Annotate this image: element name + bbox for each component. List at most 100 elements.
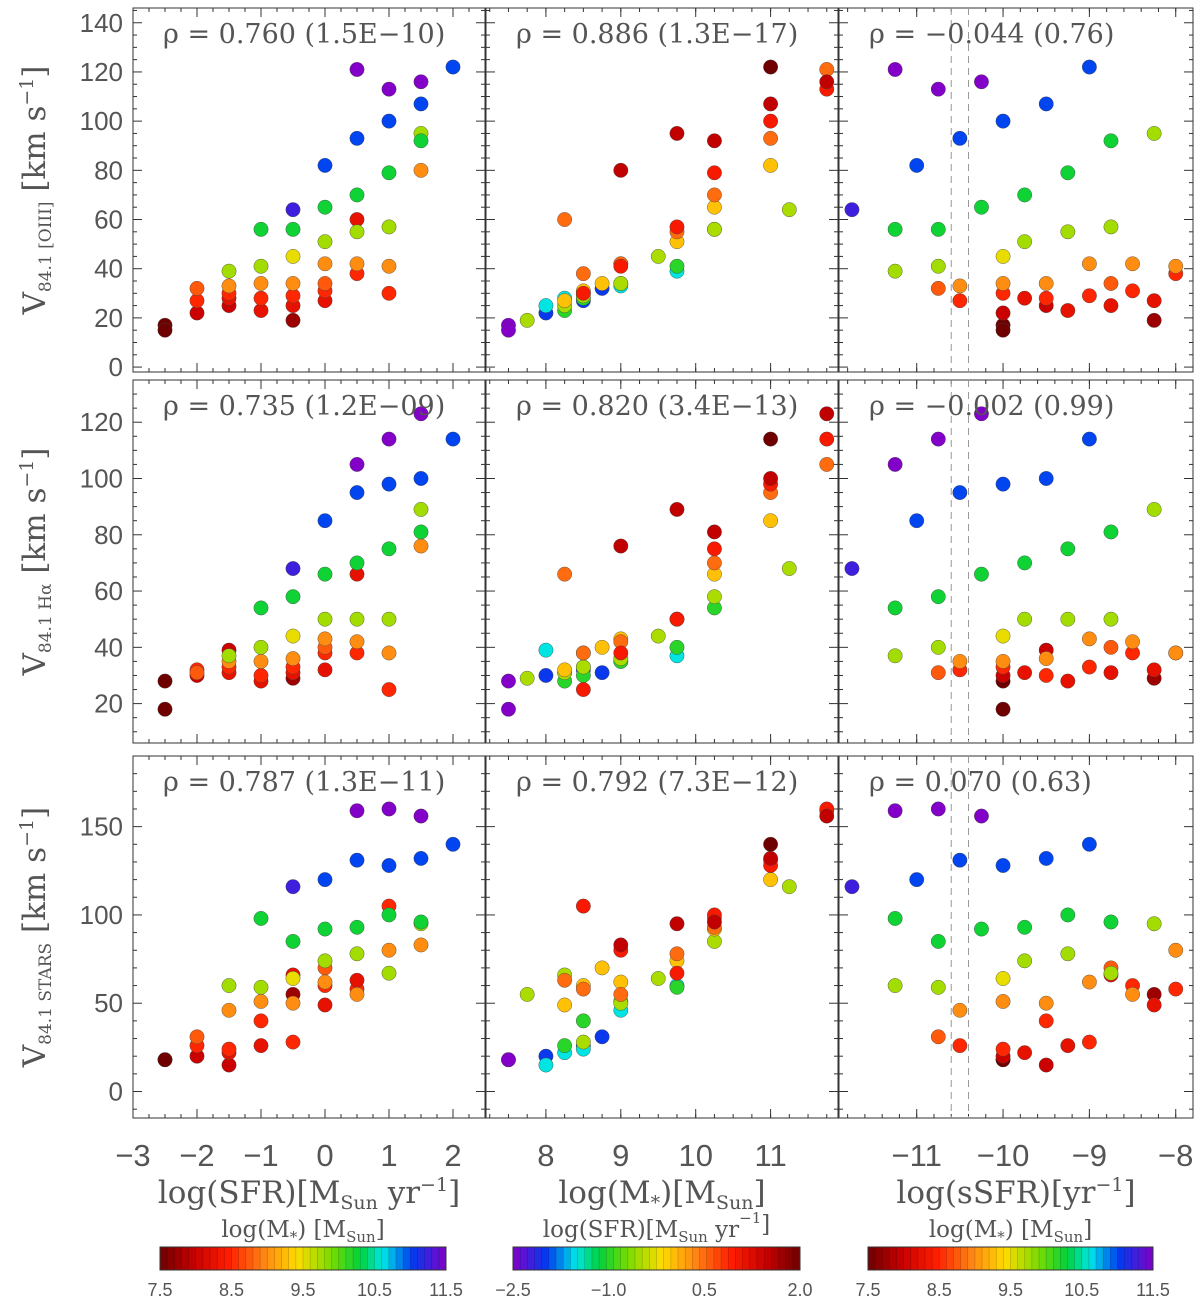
data-point — [819, 74, 835, 90]
data-point — [1103, 298, 1119, 313]
data-point — [669, 502, 685, 517]
data-point — [613, 276, 629, 291]
colorbar-segment — [903, 1247, 912, 1270]
colorbar-frame — [512, 1246, 801, 1271]
panel-frame — [838, 379, 1194, 744]
data-point — [844, 202, 860, 218]
data-point — [844, 561, 860, 576]
x-tick-label: 9 — [612, 1138, 629, 1173]
data-point — [349, 972, 365, 988]
data-point — [413, 502, 429, 517]
data-point — [995, 701, 1011, 717]
data-point — [930, 589, 946, 605]
data-point — [952, 130, 968, 146]
data-point — [575, 266, 591, 282]
y-tick-label: 40 — [94, 254, 123, 284]
data-point — [575, 981, 591, 997]
data-point — [995, 971, 1011, 986]
colorbar-segment — [1138, 1247, 1147, 1270]
colorbar-segment — [381, 1247, 390, 1270]
x-tick-label: −3 — [115, 1138, 150, 1173]
y-tick-label: 0 — [109, 352, 123, 382]
data-point — [1017, 555, 1033, 571]
data-point — [349, 457, 365, 472]
colorbar-segment — [599, 1247, 607, 1270]
data-point — [221, 1002, 237, 1018]
colorbar-segment — [210, 1247, 218, 1270]
colorbar-segment — [692, 1247, 701, 1270]
colorbar-segment — [1046, 1247, 1054, 1270]
data-point — [413, 74, 429, 90]
data-point — [594, 276, 610, 291]
data-point — [253, 221, 269, 237]
data-point — [952, 653, 968, 669]
data-point — [995, 322, 1011, 338]
data-point — [253, 1013, 269, 1029]
data-point — [317, 974, 333, 990]
colorbar-segment — [656, 1247, 665, 1270]
panel-r3-c1: 0 50 100 150 ρ = 0.787 (1.3E−11) — [80, 755, 486, 1119]
data-point — [974, 921, 989, 937]
data-point — [381, 219, 397, 235]
colorbar-segment — [896, 1247, 905, 1270]
colorbar-segment — [982, 1247, 990, 1270]
colorbar-tick-label: 11.5 — [429, 1280, 463, 1300]
data-point — [887, 600, 903, 616]
data-point — [707, 187, 722, 203]
correlation-annotation: ρ = 0.070 (0.63) — [869, 767, 1092, 798]
colorbar-segment — [627, 1247, 636, 1270]
colorbar-segment — [245, 1247, 254, 1270]
data-point — [1081, 836, 1097, 852]
data-point — [381, 965, 397, 981]
colorbar-segment — [331, 1247, 340, 1270]
colorbar-segment — [1024, 1247, 1033, 1270]
data-point — [1103, 611, 1119, 627]
data-point — [1125, 256, 1140, 272]
data-point — [317, 234, 333, 250]
data-point — [974, 808, 989, 824]
x-tick-label: 8 — [537, 1138, 554, 1173]
data-point — [413, 937, 429, 953]
colorbar-segment — [238, 1247, 247, 1270]
data-point — [1081, 631, 1097, 647]
data-point — [253, 653, 269, 669]
y-tick-label: 140 — [80, 8, 123, 38]
data-point — [1060, 673, 1076, 689]
data-point — [317, 631, 333, 647]
data-point — [995, 653, 1011, 669]
data-point — [317, 256, 333, 272]
data-point — [952, 278, 968, 294]
data-point — [445, 836, 461, 852]
data-point — [189, 665, 205, 681]
data-point — [575, 285, 591, 301]
y-tick-label: 80 — [94, 155, 123, 185]
data-point — [285, 971, 301, 986]
colorbar-segment — [181, 1247, 190, 1270]
data-point — [253, 994, 269, 1009]
data-point — [613, 645, 629, 661]
colorbar-tick-label: 10.5 — [357, 1280, 392, 1300]
panel-r1-c2: ρ = 0.886 (1.3E−17) — [485, 7, 839, 373]
data-point — [1038, 651, 1054, 666]
data-point — [650, 249, 666, 264]
data-point — [930, 639, 946, 655]
data-point — [1168, 258, 1184, 274]
colorbar-segment — [195, 1247, 204, 1270]
data-point — [285, 879, 301, 895]
colorbar-segment — [367, 1247, 375, 1270]
panel-r1-c3: ρ = −0.044 (0.76) — [838, 7, 1194, 373]
panel-r2-c3: ρ = −0.002 (0.99) — [838, 379, 1194, 744]
data-point — [253, 911, 269, 926]
y-axis-title: V84.1 [OIII] [km s−1] — [16, 65, 56, 315]
data-point — [1017, 611, 1033, 627]
panel-frame — [485, 379, 839, 744]
data-point — [538, 298, 554, 313]
data-point — [763, 158, 778, 173]
colorbar-frame — [867, 1246, 1154, 1271]
colorbar-3: log(M*) [MSun] 7.5 8.5 9.5 10.5 11.5 — [855, 1217, 1169, 1300]
data-point — [317, 953, 333, 969]
colorbar-segment — [785, 1247, 794, 1270]
colorbar-segment — [706, 1247, 715, 1270]
